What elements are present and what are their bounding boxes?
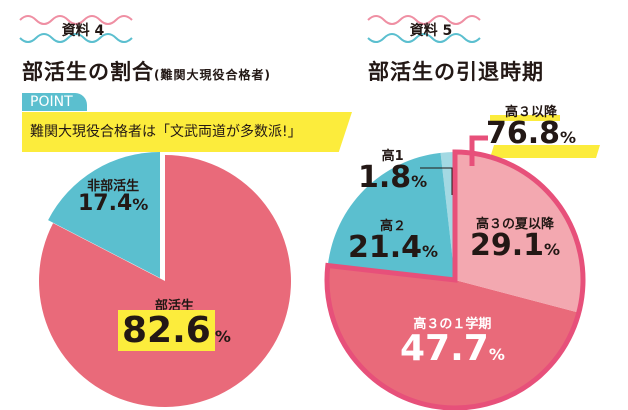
group-label-highlight: [490, 115, 560, 121]
label-high3-summer-name: 高３の夏以降: [476, 217, 555, 232]
group-label-text: 高３以降: [505, 105, 558, 120]
tag-wave-right: [367, 15, 481, 25]
tag-wave-right-bottom: [367, 33, 481, 43]
slice-high2: [327, 152, 455, 280]
group-outline-high3: [324, 149, 586, 410]
pct: %: [411, 172, 428, 191]
group-pct: %: [560, 128, 577, 147]
pct: %: [214, 327, 231, 346]
label-high1: 高1 1.8%: [358, 150, 427, 193]
group-label: 高３以降 76.8%: [486, 106, 576, 149]
tag-wave-left-bottom: [19, 33, 133, 43]
label-high2: 高２ 21.4%: [348, 220, 438, 263]
pct: %: [422, 242, 439, 261]
slice-high3-summer: [455, 152, 583, 313]
left-title: 部活生の割合(難関大現役合格者): [22, 56, 271, 86]
slice-non-club: [48, 152, 161, 278]
slice-club: [38, 155, 292, 407]
tag-wave-left: [19, 15, 133, 25]
label-high3-first-name: 高３の１学期: [413, 317, 492, 332]
slice-high1: [440, 152, 455, 280]
leader-line-high1: [420, 167, 453, 195]
label-high2-name: 高２: [380, 219, 407, 234]
point-badge: POINT: [22, 93, 87, 111]
label-high3-first: 高３の１学期 47.7%: [400, 318, 505, 367]
pct: %: [488, 345, 505, 364]
label-club-name: 部活生: [154, 299, 194, 314]
label-non-club-value: 17.4: [78, 191, 133, 216]
tag-label-4: 資料 4: [61, 23, 105, 39]
label-high2-value: 21.4: [348, 230, 423, 265]
label-club: 部活生 82.6%: [118, 299, 231, 351]
group-value: 76.8: [486, 116, 561, 151]
label-high3-summer-value: 29.1: [470, 228, 545, 263]
group-value-highlight: [490, 145, 600, 158]
label-high1-name: 高1: [381, 149, 404, 164]
slice-high3-first: [326, 265, 579, 408]
label-non-club: 非部活生 17.4%: [78, 180, 148, 215]
left-subtitle: (難関大現役合格者): [154, 68, 271, 82]
label-club-value: 82.6: [118, 310, 215, 351]
tag-label-5: 資料 5: [409, 23, 453, 39]
pct: %: [544, 240, 561, 259]
label-non-club-name: 非部活生: [87, 179, 140, 194]
label-high3-first-value: 47.7: [400, 328, 489, 369]
pct: %: [132, 195, 149, 214]
right-title: 部活生の引退時期: [368, 60, 544, 84]
point-text: 難関大現役合格者は「文武両道が多数派!」: [22, 112, 352, 152]
label-high3-summer: 高３の夏以降 29.1%: [470, 218, 560, 261]
group-bracket-line: [469, 135, 488, 166]
left-title-text: 部活生の割合: [22, 60, 154, 84]
label-high1-value: 1.8: [358, 160, 412, 195]
